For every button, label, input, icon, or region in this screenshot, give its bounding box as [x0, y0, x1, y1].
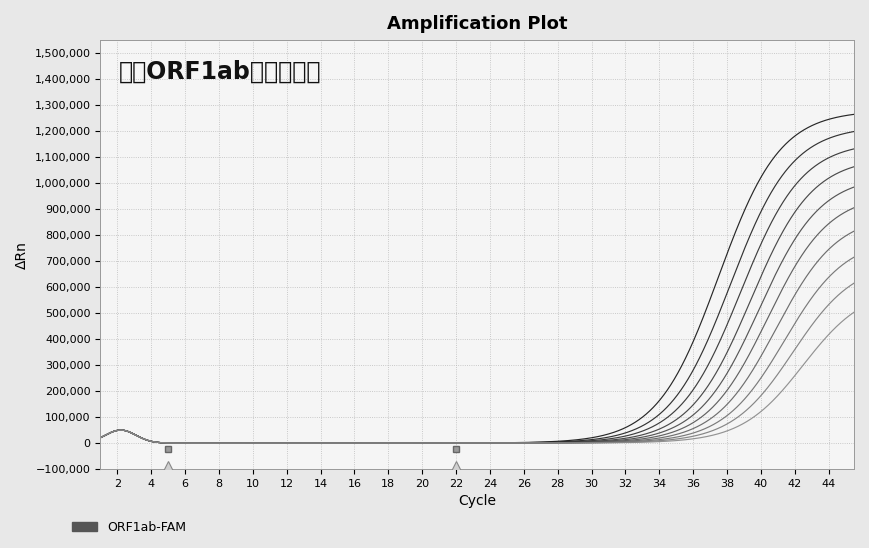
Title: Amplification Plot: Amplification Plot [387, 15, 567, 33]
X-axis label: Cycle: Cycle [458, 494, 496, 509]
Legend: ORF1ab-FAM: ORF1ab-FAM [67, 516, 191, 539]
Y-axis label: ΔRn: ΔRn [15, 241, 29, 269]
Text: 新冠ORF1ab基因灵敏度: 新冠ORF1ab基因灵敏度 [119, 59, 322, 83]
